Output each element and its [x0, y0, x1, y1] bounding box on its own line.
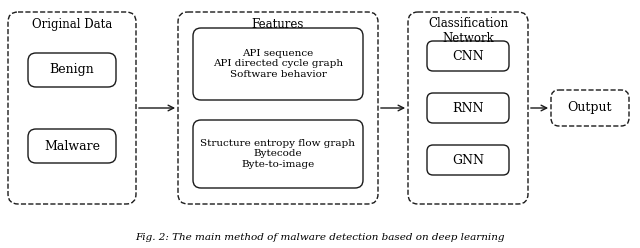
FancyBboxPatch shape [178, 12, 378, 204]
Text: Benign: Benign [50, 63, 94, 76]
Text: Output: Output [568, 101, 612, 115]
FancyBboxPatch shape [551, 90, 629, 126]
FancyBboxPatch shape [28, 53, 116, 87]
FancyBboxPatch shape [193, 28, 363, 100]
FancyBboxPatch shape [193, 120, 363, 188]
Text: CNN: CNN [452, 50, 484, 62]
FancyBboxPatch shape [427, 93, 509, 123]
Text: Classification
Network: Classification Network [428, 17, 508, 45]
FancyBboxPatch shape [427, 41, 509, 71]
Text: Features: Features [252, 18, 304, 31]
Text: Fig. 2: The main method of malware detection based on deep learning: Fig. 2: The main method of malware detec… [135, 233, 505, 242]
Text: Structure entropy flow graph
Bytecode
Byte-to-image: Structure entropy flow graph Bytecode By… [200, 139, 355, 169]
FancyBboxPatch shape [427, 145, 509, 175]
Text: RNN: RNN [452, 101, 484, 115]
FancyBboxPatch shape [28, 129, 116, 163]
Text: GNN: GNN [452, 154, 484, 166]
Text: API sequence
API directed cycle graph
Software behavior: API sequence API directed cycle graph So… [213, 49, 343, 79]
Text: Malware: Malware [44, 139, 100, 153]
FancyBboxPatch shape [8, 12, 136, 204]
Text: Original Data: Original Data [32, 18, 112, 31]
FancyBboxPatch shape [408, 12, 528, 204]
